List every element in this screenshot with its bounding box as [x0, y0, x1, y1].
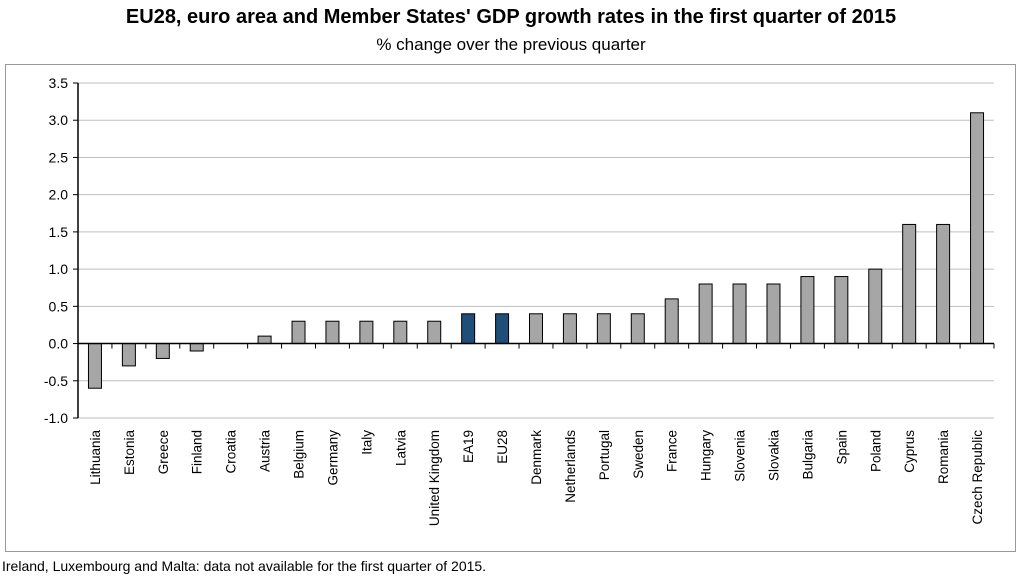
- bar-latvia: [393, 320, 408, 345]
- category-label: Bulgaria: [800, 430, 815, 480]
- category-label: Portugal: [597, 430, 612, 480]
- category-label: Spain: [834, 430, 849, 465]
- bar-united-kingdom: [427, 320, 442, 345]
- y-tick-label: 3.5: [49, 75, 69, 91]
- y-tick-label: 2.5: [49, 149, 69, 165]
- category-label: United Kingdom: [427, 430, 442, 526]
- category-label: Poland: [868, 430, 883, 472]
- category-label: Belgium: [292, 430, 307, 479]
- bar-eu28: [495, 313, 510, 345]
- category-label: Italy: [359, 430, 374, 455]
- bar-poland: [868, 268, 883, 345]
- category-label: Estonia: [122, 430, 137, 476]
- bar-belgium: [291, 320, 306, 345]
- category-labels: Lithuania Estonia Greece Finland Croatia Aust…: [88, 430, 985, 527]
- bar-germany: [325, 320, 340, 345]
- bar-czech-republic: [970, 112, 985, 345]
- y-tick-label: -0.5: [44, 373, 68, 389]
- category-label: Greece: [156, 430, 171, 474]
- bar-slovenia: [732, 283, 747, 345]
- category-label: France: [665, 430, 680, 472]
- bar-slovakia: [766, 283, 781, 345]
- bar-italy: [359, 320, 374, 345]
- category-label: Slovenia: [733, 430, 748, 482]
- footnote: Ireland, Luxembourg and Malta: data not …: [2, 558, 487, 574]
- gridlines: [78, 82, 994, 419]
- bar-romania: [936, 223, 951, 345]
- bar-estonia: [121, 343, 136, 367]
- category-label: Slovakia: [766, 430, 781, 482]
- bar-finland: [189, 343, 204, 352]
- y-tick-label: -1.0: [44, 410, 68, 426]
- bar-ea19: [461, 313, 476, 345]
- category-label: Cyprus: [902, 430, 917, 473]
- category-label: Hungary: [699, 430, 714, 481]
- category-label: Finland: [190, 430, 205, 474]
- y-axis-ticks: 3.5 3.0 2.5 2.0 1.5 1.0 0.5 0.0 -0.5 -1.0: [44, 75, 78, 426]
- category-label: Croatia: [224, 430, 239, 474]
- y-tick-label: 0.0: [49, 336, 69, 352]
- y-tick-label: 0.5: [49, 298, 69, 314]
- bar-denmark: [529, 313, 543, 345]
- category-label: Sweden: [631, 430, 646, 479]
- bar-portugal: [596, 313, 611, 345]
- bars: [87, 112, 985, 389]
- category-label: Denmark: [529, 430, 544, 485]
- y-tick-label: 1.5: [49, 224, 69, 240]
- bar-austria: [257, 335, 272, 345]
- bar-greece: [155, 343, 170, 359]
- bar-spain: [834, 276, 849, 345]
- category-label: Latvia: [393, 430, 408, 467]
- category-label: Lithuania: [88, 430, 103, 485]
- category-label: Netherlands: [563, 430, 578, 503]
- axes: [77, 83, 995, 418]
- bar-hungary: [698, 283, 713, 345]
- category-label: Germany: [325, 430, 340, 486]
- chart-title: EU28, euro area and Member States' GDP g…: [125, 6, 897, 28]
- y-tick-label: 1.0: [49, 261, 69, 277]
- category-label: EA19: [461, 430, 476, 463]
- y-tick-label: 2.0: [49, 187, 69, 203]
- bar-lithuania: [87, 343, 102, 389]
- bar-bulgaria: [800, 276, 815, 345]
- bar-netherlands: [562, 313, 577, 345]
- category-label: Romania: [936, 430, 951, 485]
- category-label: Austria: [258, 430, 273, 473]
- chart-subtitle: % change over the previous quarter: [376, 35, 646, 54]
- bar-sweden: [630, 313, 645, 345]
- y-tick-label: 3.0: [49, 112, 69, 128]
- bar-cyprus: [902, 223, 917, 345]
- chart-frame: [5, 64, 1016, 552]
- category-label: EU28: [495, 430, 510, 464]
- bar-france: [664, 298, 679, 345]
- category-label: Czech Republic: [970, 430, 985, 525]
